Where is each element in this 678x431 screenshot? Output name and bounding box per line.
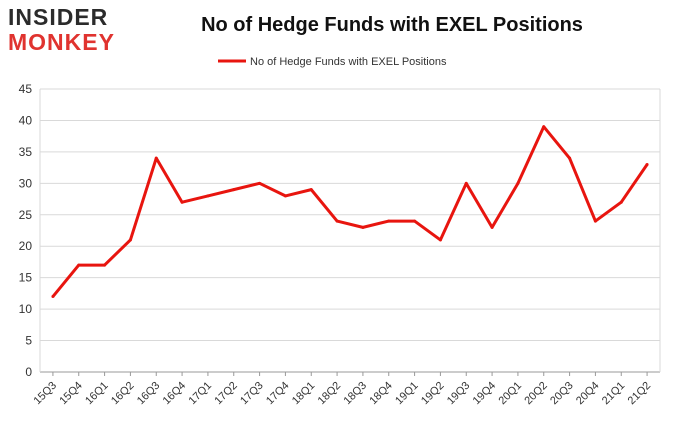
data-point: [593, 219, 597, 223]
data-point: [180, 200, 184, 204]
x-tick-label: 17Q4: [264, 380, 292, 408]
x-tick-label: 20Q4: [574, 380, 602, 408]
x-tick-label: 18Q4: [367, 380, 395, 408]
data-point: [206, 194, 210, 198]
x-tick-label: 21Q1: [600, 380, 628, 408]
data-point: [387, 219, 391, 223]
legend-label: No of Hedge Funds with EXEL Positions: [250, 56, 447, 68]
data-point: [516, 181, 520, 185]
data-point: [154, 156, 158, 160]
data-point: [232, 188, 236, 192]
y-tick-label: 45: [19, 82, 33, 96]
x-tick-label: 16Q4: [161, 380, 189, 408]
grid-lines: [40, 88, 660, 342]
x-tick-label: 16Q3: [135, 380, 163, 408]
data-point: [77, 263, 81, 267]
y-tick-label: 40: [19, 113, 33, 127]
logo-line-2: MONKEY: [8, 29, 115, 55]
y-tick-label: 20: [19, 239, 33, 253]
x-axis-ticks: 15Q315Q416Q116Q216Q316Q417Q117Q217Q317Q4…: [32, 372, 654, 408]
y-tick-label: 15: [19, 271, 33, 285]
axes: [39, 89, 661, 373]
x-tick-label: 19Q4: [471, 380, 499, 408]
x-tick-label: 20Q2: [522, 380, 550, 408]
x-tick-label: 18Q2: [316, 380, 344, 408]
data-point: [51, 295, 55, 299]
legend: No of Hedge Funds with EXEL Positions: [218, 56, 447, 68]
y-tick-label: 10: [19, 302, 33, 316]
data-point: [542, 125, 546, 129]
data-point: [619, 200, 623, 204]
data-point: [128, 238, 132, 242]
y-axis-ticks: 0 5 10 15 20 25 30 35 40 45: [19, 82, 33, 379]
data-point: [103, 263, 107, 267]
x-tick-label: 17Q2: [212, 380, 240, 408]
x-tick-label: 21Q2: [626, 380, 654, 408]
logo-line-1: INSIDER: [8, 4, 109, 30]
y-tick-label: 35: [19, 145, 33, 159]
data-point: [438, 238, 442, 242]
chart-title: No of Hedge Funds with EXEL Positions: [201, 14, 583, 36]
series-line: [51, 125, 649, 298]
y-tick-label: 30: [19, 176, 33, 190]
data-point: [335, 219, 339, 223]
x-tick-label: 20Q1: [497, 380, 525, 408]
data-point: [258, 181, 262, 185]
data-point: [568, 156, 572, 160]
data-point: [464, 181, 468, 185]
x-tick-label: 18Q3: [342, 380, 370, 408]
x-tick-label: 15Q4: [57, 380, 85, 408]
data-point: [361, 225, 365, 229]
x-tick-label: 19Q3: [445, 380, 473, 408]
x-tick-label: 19Q1: [393, 380, 421, 408]
y-tick-label: 0: [25, 365, 32, 379]
data-point: [413, 219, 417, 223]
x-tick-label: 16Q1: [83, 380, 111, 408]
y-tick-label: 5: [25, 334, 32, 348]
x-tick-label: 17Q3: [238, 380, 266, 408]
x-tick-label: 17Q1: [187, 380, 215, 408]
x-tick-label: 20Q3: [548, 380, 576, 408]
y-tick-label: 25: [19, 208, 33, 222]
x-tick-label: 19Q2: [419, 380, 447, 408]
data-point: [490, 225, 494, 229]
x-tick-label: 15Q3: [32, 380, 60, 408]
series-layer: [51, 125, 649, 299]
x-tick-label: 16Q2: [109, 380, 137, 408]
insider-monkey-logo: INSIDER MONKEY: [8, 6, 128, 54]
data-point: [309, 188, 313, 192]
data-point: [283, 194, 287, 198]
data-point: [645, 162, 649, 166]
x-tick-label: 18Q1: [290, 380, 318, 408]
